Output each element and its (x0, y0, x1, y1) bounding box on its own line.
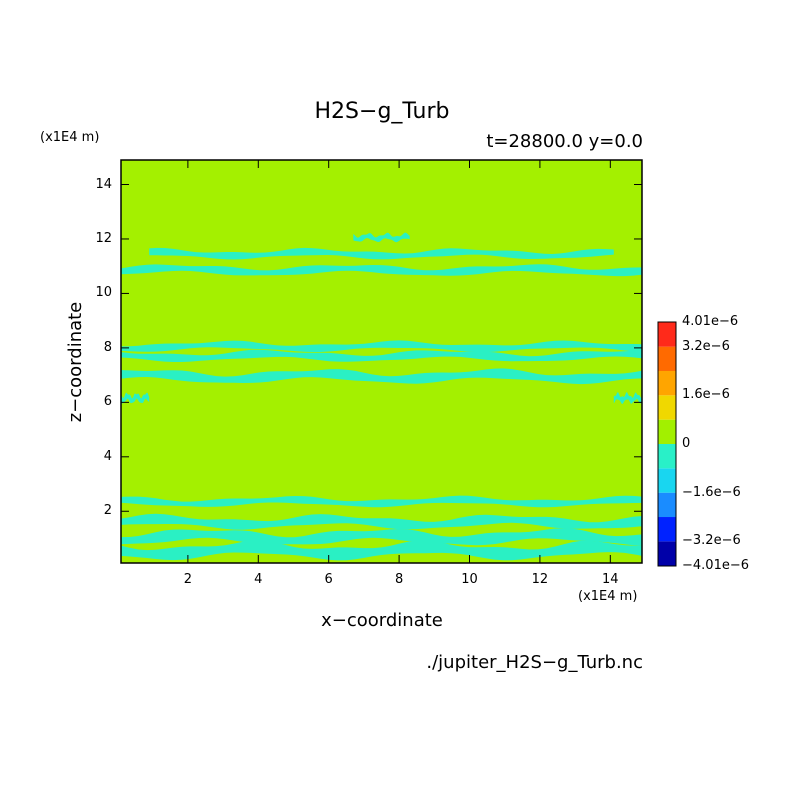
y-tick-label: 2 (103, 503, 112, 519)
y-tick-label: 8 (103, 339, 112, 355)
contour-band (121, 340, 642, 353)
colorbar-segment (658, 346, 676, 371)
colorbar-segment (658, 370, 676, 396)
colorbar-segment (658, 395, 676, 420)
y-tick-label: 10 (95, 285, 112, 301)
contour-band (121, 264, 642, 277)
colorbar (657, 321, 677, 567)
contour-band (613, 392, 642, 404)
y-tick-label: 4 (103, 448, 112, 464)
heatmap-background (121, 160, 642, 563)
colorbar-label: 4.01e−6 (682, 314, 739, 329)
x-tick-label: 2 (183, 572, 193, 587)
chart-title: H2S−g_Turb (314, 99, 450, 124)
colorbar-segment (658, 468, 676, 493)
colorbar-segment (658, 419, 676, 444)
colorbar-frame (657, 321, 677, 567)
x-tick-label: 12 (531, 572, 549, 587)
x-tick-label: 10 (461, 572, 478, 587)
colorbar-label: 1.6e−6 (682, 387, 730, 403)
heatmap-field (121, 160, 642, 563)
colorbar-label: 3.2e−6 (682, 338, 730, 354)
contour-band (121, 495, 642, 508)
x-tick-label: 14 (602, 572, 619, 587)
x-unit-label: (x1E4 m) (578, 589, 638, 604)
colorbar-label: −1.6e−6 (682, 484, 741, 500)
y-tick-label: 12 (95, 230, 112, 246)
contour-band (121, 368, 642, 385)
y-tick-label: 14 (95, 176, 112, 192)
chart-subtitle: t=28800.0 y=0.0 (486, 131, 643, 152)
source-filename: ./jupiter_H2S−g_Turb.nc (426, 652, 643, 673)
colorbar-segment (658, 541, 676, 566)
colorbar-segment (658, 444, 676, 469)
colorbar-segment (658, 517, 676, 542)
contour-band (353, 232, 410, 243)
z-unit-label: (x1E4 m) (40, 130, 100, 145)
plot-frame (120, 159, 643, 564)
colorbar-label: −4.01e−6 (682, 558, 749, 573)
colorbar-label: 0 (682, 436, 691, 451)
contour-band (121, 349, 642, 362)
colorbar-label: −3.2e−6 (682, 533, 741, 549)
x-axis-label: x−coordinate (321, 610, 443, 631)
x-tick-label: 4 (254, 572, 263, 587)
colorbar-segment (658, 322, 676, 347)
x-tick-label: 8 (394, 572, 404, 587)
contour-band (121, 528, 642, 546)
contour-band (121, 513, 642, 530)
contour-band (121, 540, 642, 561)
contour-band (149, 247, 614, 260)
axis-ticks (121, 160, 642, 563)
contour-band (121, 392, 150, 404)
y-tick-label: 6 (103, 394, 112, 410)
x-tick-label: 6 (324, 572, 333, 587)
colorbar-segment (658, 492, 676, 518)
